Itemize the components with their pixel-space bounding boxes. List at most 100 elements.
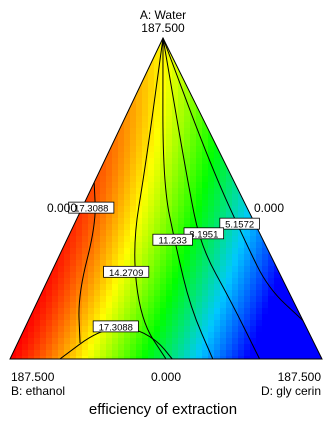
surface-cell bbox=[28, 326, 35, 333]
surface-cell bbox=[202, 104, 209, 111]
surface-cell bbox=[46, 320, 53, 327]
surface-cell bbox=[166, 140, 173, 147]
surface-cell bbox=[184, 272, 191, 279]
surface-cell bbox=[142, 350, 149, 357]
surface-cell bbox=[172, 356, 179, 359]
surface-cell bbox=[172, 182, 179, 189]
surface-cell bbox=[76, 332, 83, 339]
surface-cell bbox=[202, 260, 209, 267]
surface-cell bbox=[244, 290, 251, 297]
surface-cell bbox=[100, 170, 107, 177]
surface-cell bbox=[40, 266, 47, 273]
surface-cell bbox=[286, 344, 293, 351]
surface-cell bbox=[58, 338, 65, 345]
contour-label: 17.3088 bbox=[92, 320, 139, 333]
contour-label-box bbox=[219, 217, 260, 230]
surface-cell bbox=[88, 164, 95, 171]
surface-cell bbox=[118, 176, 125, 183]
surface-cell bbox=[136, 182, 143, 189]
surface-cell bbox=[148, 230, 155, 237]
surface-cell bbox=[184, 194, 191, 201]
surface-cell bbox=[94, 314, 101, 321]
surface-cell bbox=[196, 212, 203, 219]
surface-cell bbox=[28, 314, 35, 321]
surface-cell bbox=[64, 332, 71, 339]
surface-cell bbox=[142, 152, 149, 159]
surface-cell bbox=[130, 74, 137, 81]
surface-cell bbox=[124, 314, 131, 321]
surface-cell bbox=[100, 140, 107, 147]
surface-cell bbox=[118, 110, 125, 117]
surface-cell bbox=[262, 296, 269, 303]
surface-cell bbox=[202, 308, 209, 315]
surface-cell bbox=[220, 272, 227, 279]
surface-cell bbox=[232, 272, 239, 279]
surface-cell bbox=[136, 326, 143, 333]
surface-cell bbox=[166, 146, 173, 153]
surface-cell bbox=[184, 92, 191, 99]
surface-cell bbox=[190, 356, 197, 359]
surface-cell bbox=[22, 326, 29, 333]
surface-cell bbox=[82, 212, 89, 219]
surface-cell bbox=[214, 320, 221, 327]
surface-cell bbox=[238, 248, 245, 255]
surface-cell bbox=[76, 242, 83, 249]
surface-cell bbox=[46, 332, 53, 339]
surface-cell bbox=[154, 152, 161, 159]
surface-cell bbox=[160, 314, 167, 321]
surface-cell bbox=[268, 236, 275, 243]
surface-cell bbox=[136, 158, 143, 165]
surface-cell bbox=[220, 182, 227, 189]
surface-cell bbox=[124, 212, 131, 219]
surface-cell bbox=[232, 320, 239, 327]
surface-cell bbox=[214, 302, 221, 309]
surface-cell bbox=[52, 236, 59, 243]
contour-label-text: 11.233 bbox=[159, 236, 187, 247]
surface-cell bbox=[232, 266, 239, 273]
surface-cell bbox=[148, 80, 155, 87]
vertex-a-label: A: Water bbox=[139, 8, 187, 22]
surface-cell bbox=[142, 302, 149, 309]
surface-cell bbox=[172, 38, 179, 45]
surface-cell bbox=[94, 338, 101, 345]
surface-cell bbox=[154, 344, 161, 351]
surface-cell bbox=[178, 50, 185, 57]
surface-cell bbox=[208, 320, 215, 327]
surface-cell bbox=[130, 356, 137, 359]
surface-cell bbox=[226, 152, 233, 159]
surface-cell bbox=[28, 290, 35, 297]
surface-cell bbox=[142, 116, 149, 123]
surface-cell bbox=[178, 308, 185, 315]
surface-cell bbox=[58, 308, 65, 315]
surface-cell bbox=[166, 260, 173, 267]
surface-cell bbox=[142, 236, 149, 243]
surface-cell bbox=[106, 164, 113, 171]
surface-cell bbox=[118, 218, 125, 225]
surface-cell bbox=[196, 284, 203, 291]
surface-cell bbox=[58, 332, 65, 339]
surface-cell bbox=[166, 314, 173, 321]
surface-cell bbox=[82, 290, 89, 297]
surface-cell bbox=[274, 284, 281, 291]
surface-cell bbox=[16, 338, 23, 345]
surface-cell bbox=[94, 224, 101, 231]
surface-cell bbox=[160, 332, 167, 339]
surface-cell bbox=[172, 86, 179, 93]
surface-cell bbox=[280, 350, 287, 357]
surface-cell bbox=[136, 320, 143, 327]
surface-cell bbox=[232, 278, 239, 285]
surface-cell bbox=[118, 314, 125, 321]
surface-cell bbox=[178, 122, 185, 129]
surface-cell bbox=[70, 344, 77, 351]
surface-cell bbox=[112, 176, 119, 183]
surface-cell bbox=[142, 248, 149, 255]
surface-cell bbox=[100, 242, 107, 249]
surface-cell bbox=[244, 206, 251, 213]
surface-cell bbox=[88, 320, 95, 327]
surface-cell bbox=[46, 248, 53, 255]
surface-cell bbox=[220, 128, 227, 135]
surface-cell bbox=[142, 128, 149, 135]
surface-cell bbox=[202, 320, 209, 327]
surface-cell bbox=[10, 332, 17, 339]
surface-cell bbox=[220, 278, 227, 285]
